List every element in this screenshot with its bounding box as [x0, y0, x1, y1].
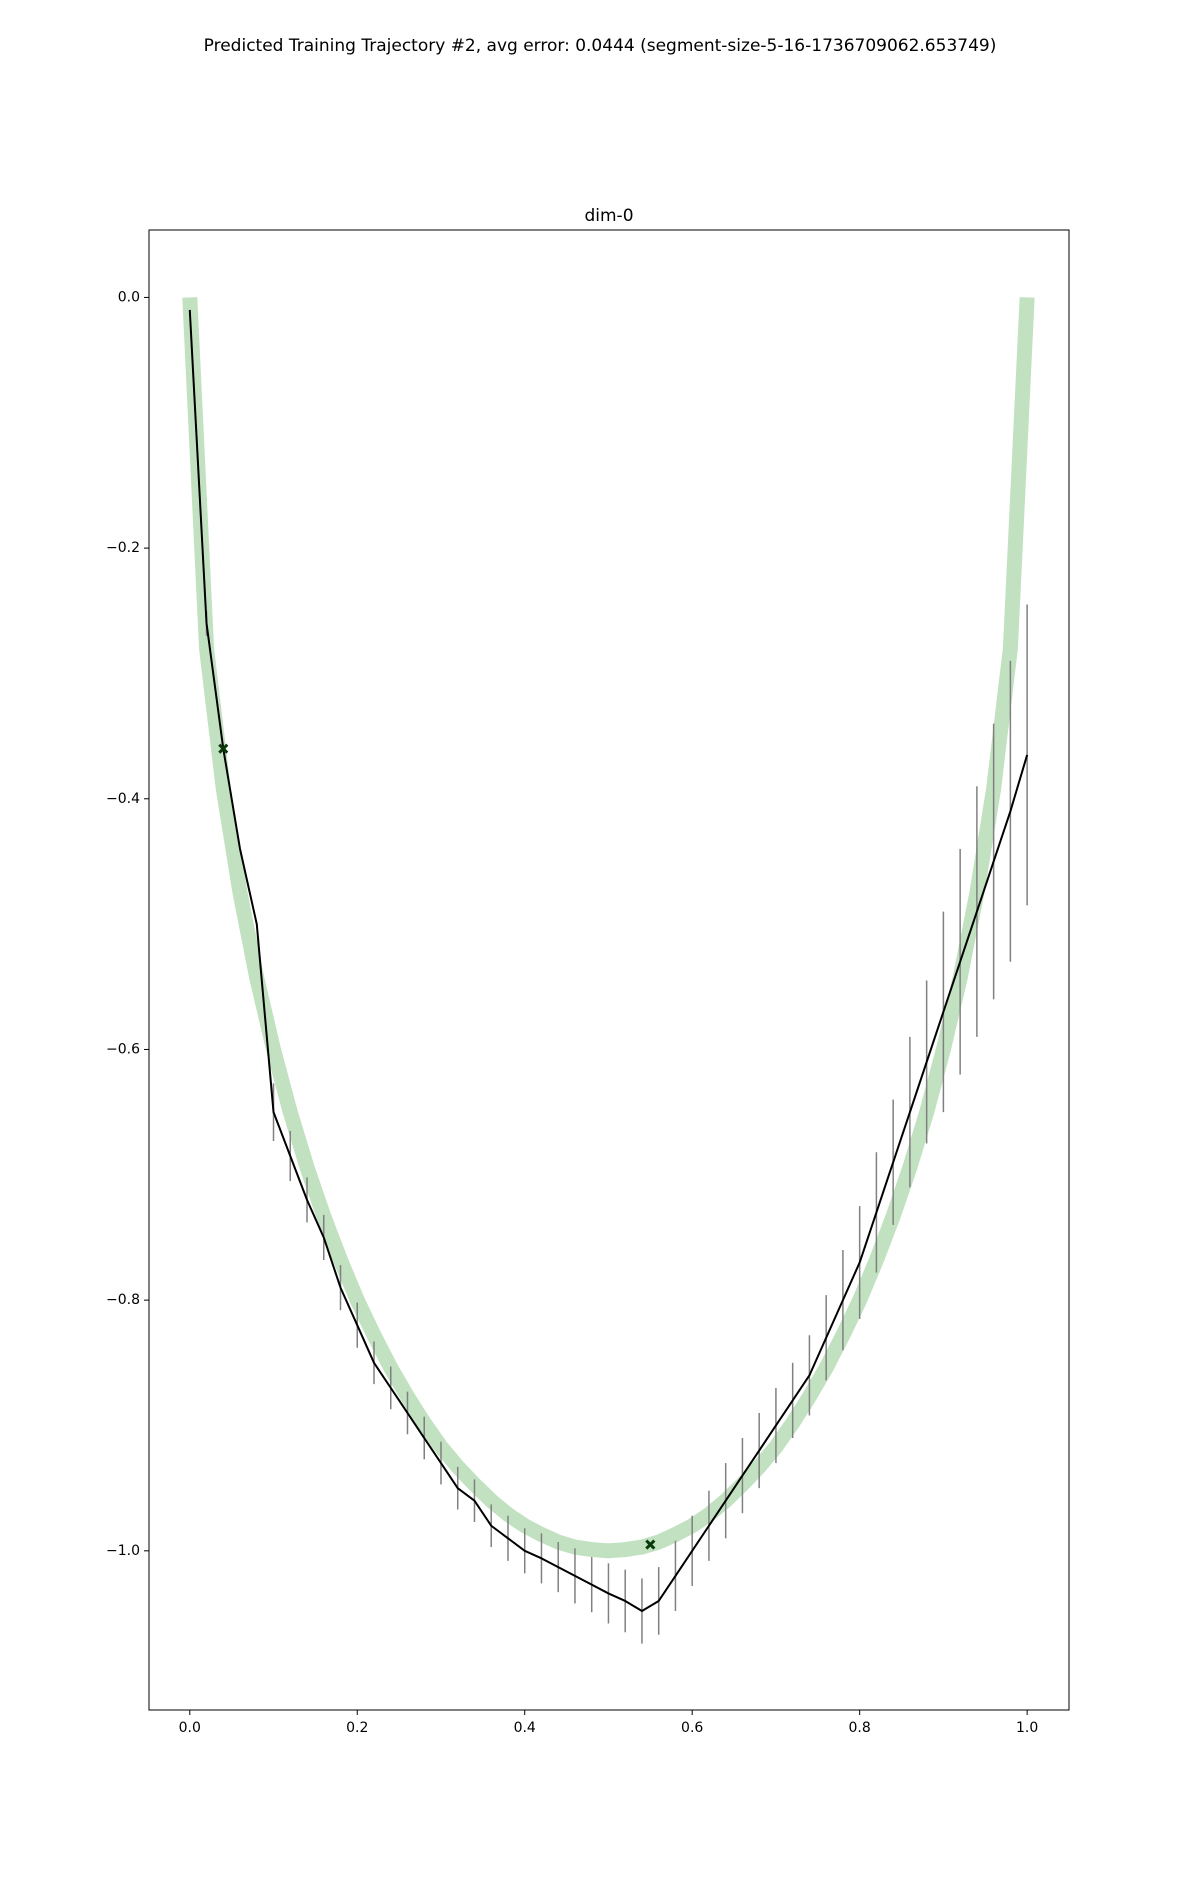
x-tick-label: 0.2	[346, 1720, 368, 1736]
line	[188, 309, 1029, 1612]
y-tick-label: −0.4	[106, 791, 140, 807]
x-tick-label: 0.4	[514, 1720, 536, 1736]
x-tick-label: 1.0	[1016, 1720, 1038, 1736]
y-tick-label: −0.6	[106, 1041, 140, 1057]
axes-title: dim-0	[584, 206, 633, 226]
line	[182, 297, 1035, 1559]
x-tick-label: 0.8	[849, 1720, 871, 1736]
marker	[645, 1539, 656, 1550]
y-tick-label: −0.2	[106, 540, 140, 556]
y-tick-label: 0.0	[118, 289, 140, 305]
plot-frame	[148, 229, 1070, 1711]
marker	[218, 743, 229, 754]
x-tick-label: 0.6	[681, 1720, 703, 1736]
y-tick-label: −0.8	[106, 1292, 140, 1308]
x-tick-label: 0.0	[179, 1720, 201, 1736]
y-tick-label: −1.0	[106, 1543, 140, 1559]
suptitle: Predicted Training Trajectory #2, avg er…	[204, 36, 997, 56]
